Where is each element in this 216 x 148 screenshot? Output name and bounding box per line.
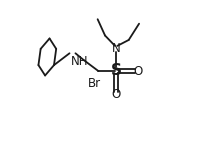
Text: NH: NH (71, 55, 89, 68)
Text: Br: Br (88, 77, 101, 90)
Text: O: O (133, 65, 142, 78)
Text: O: O (111, 88, 121, 101)
Text: N: N (112, 42, 121, 55)
Text: S: S (111, 63, 122, 78)
